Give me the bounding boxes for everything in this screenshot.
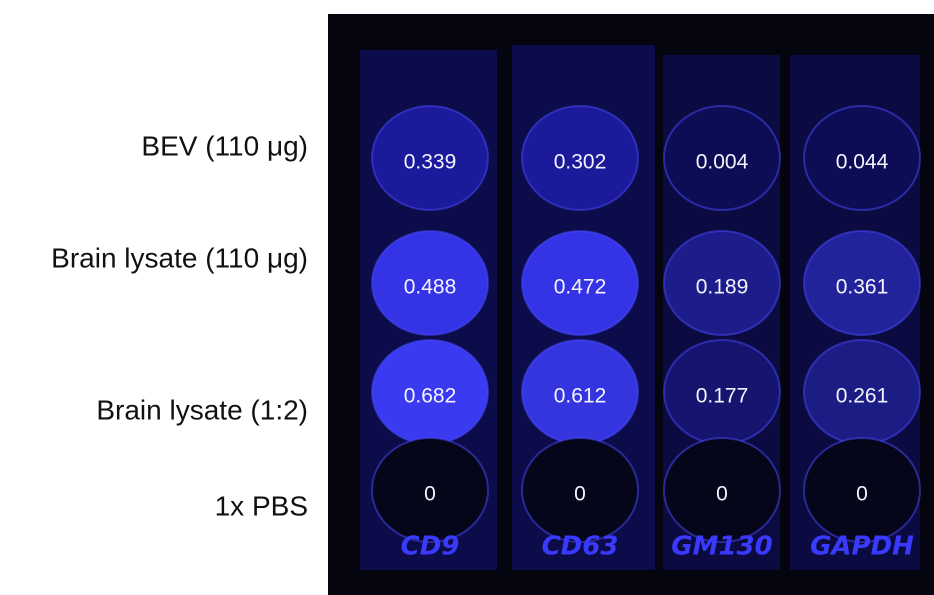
cell-value: 0 (856, 483, 868, 506)
spot (371, 230, 489, 336)
cell-value: 0.472 (554, 276, 607, 299)
cell-value: 0 (716, 483, 728, 506)
spot (803, 105, 921, 211)
cell-value: 0 (424, 483, 436, 506)
cell-value: 0.302 (554, 151, 607, 174)
cell-value: 0.488 (404, 276, 457, 299)
row-label: 1x PBS (215, 490, 308, 521)
spots (371, 105, 921, 543)
cell-value: 0.682 (404, 385, 457, 408)
spot (521, 437, 639, 543)
spot (521, 230, 639, 336)
spot (371, 437, 489, 543)
labels: BEV (110 μg) 0.339 0.302 0.004 0.044 Brain ly… (51, 130, 914, 561)
row-label: Brain lysate (110 μg) (51, 242, 308, 273)
spot (663, 230, 781, 336)
cell-value: 0.261 (836, 385, 889, 408)
strip-label: CD63 (542, 532, 619, 562)
cell-value: 0.339 (404, 151, 457, 174)
spot (371, 105, 489, 211)
cell-value: 0.177 (696, 385, 749, 408)
cell-value: 0.044 (836, 151, 889, 174)
spot (803, 437, 921, 543)
row-label: Brain lysate (1:2) (96, 394, 308, 425)
strip-label: GM130 (671, 532, 773, 562)
row-label: BEV (110 μg) (141, 130, 308, 161)
spot (663, 437, 781, 543)
strip-label: GAPDH (810, 532, 914, 562)
spot (663, 105, 781, 211)
cell-value: 0.361 (836, 276, 889, 299)
strip-label: CD9 (401, 532, 460, 562)
cell-value: 0 (574, 483, 586, 506)
cell-value: 0.189 (696, 276, 749, 299)
spot (803, 230, 921, 336)
cell-value: 0.004 (696, 151, 749, 174)
spot (521, 105, 639, 211)
cell-value: 0.612 (554, 385, 607, 408)
